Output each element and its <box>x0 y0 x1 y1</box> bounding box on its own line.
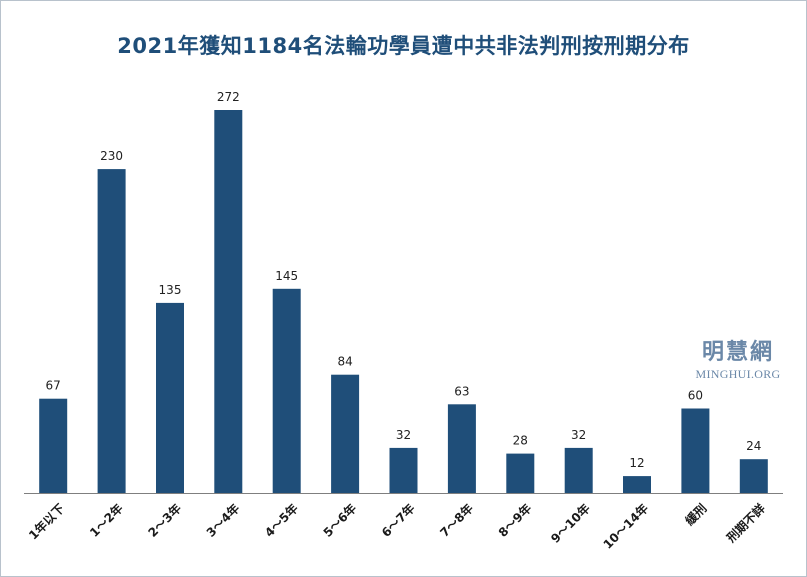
x-tick-label: 4～5年 <box>261 501 300 540</box>
x-tick-label: 1年以下 <box>25 501 67 543</box>
data-label: 32 <box>396 428 411 442</box>
data-label: 135 <box>159 283 182 297</box>
x-tick-label: 6～7年 <box>378 501 417 540</box>
bar <box>739 459 768 493</box>
bar <box>97 169 126 493</box>
x-tick-label: 5～6年 <box>320 501 359 540</box>
minghui-logo: 明慧網 MINGHUI.ORG <box>688 334 788 382</box>
bar <box>156 302 184 493</box>
logo-text-cn: 明慧網 <box>701 339 774 365</box>
bar <box>564 447 593 493</box>
data-label: 12 <box>629 456 644 470</box>
x-tick-label: 8～9年 <box>495 501 534 540</box>
bar <box>447 404 476 493</box>
data-label: 230 <box>100 149 123 163</box>
bar <box>331 374 360 493</box>
x-tick-label: 3～4年 <box>203 501 242 540</box>
bar <box>681 408 710 493</box>
data-label: 32 <box>571 428 586 442</box>
data-label: 60 <box>688 389 703 403</box>
x-tick-label: 緩刑 <box>682 501 710 529</box>
x-tick-label: 10～14年 <box>600 501 651 552</box>
data-label: 84 <box>337 355 352 369</box>
bar <box>39 398 68 493</box>
data-label: 28 <box>513 434 528 448</box>
x-tick-label: 1～2年 <box>86 501 125 540</box>
x-tick-label: 2～3年 <box>145 501 184 540</box>
x-tick-label: 7～8年 <box>437 501 476 540</box>
x-tick-label: 9～10年 <box>548 501 593 546</box>
x-tick-label: 刑期不詳 <box>723 501 768 546</box>
bar <box>214 110 243 493</box>
bar <box>272 288 301 493</box>
bar <box>506 453 535 493</box>
chart-title: 2021年獲知1184名法輪功學員遭中共非法判刑按刑期分布 <box>117 34 690 58</box>
bar <box>623 476 651 493</box>
data-label: 67 <box>46 379 61 393</box>
data-label: 272 <box>217 90 240 104</box>
data-label: 24 <box>746 439 761 453</box>
data-label: 145 <box>275 269 298 283</box>
data-label: 63 <box>454 384 469 398</box>
logo-text-en: MINGHUI.ORG <box>695 367 781 381</box>
bar <box>389 447 418 493</box>
